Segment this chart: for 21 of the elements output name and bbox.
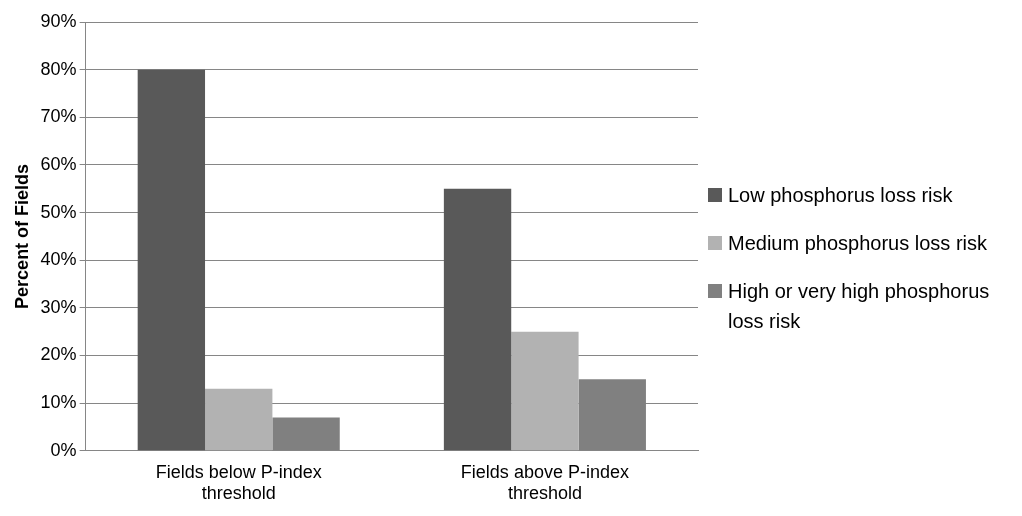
bar [443, 188, 512, 451]
x-tick-label: Fields above P-index threshold [460, 461, 629, 504]
y-tick-label: 20% [40, 344, 77, 365]
y-tick-label: 70% [40, 106, 77, 127]
y-tick-label: 80% [40, 58, 77, 79]
y-tick-label: 90% [40, 10, 77, 31]
legend-label: Low phosphorus loss risk [728, 183, 953, 208]
y-tick-label: 50% [40, 201, 77, 222]
y-tick-label: 60% [40, 153, 77, 174]
bar [205, 388, 273, 451]
y-tick-label: 30% [40, 296, 77, 317]
bar [272, 417, 340, 451]
legend-label: High or very high phosphorus loss risk [728, 279, 991, 334]
y-tick-label: 10% [40, 392, 77, 413]
y-axis-title: Percent of Fields [11, 163, 32, 309]
x-tick-label: Fields below P-index threshold [155, 461, 322, 504]
bar [137, 69, 206, 451]
legend-label: Medium phosphorus loss risk [728, 231, 987, 256]
y-tick-label: 0% [50, 439, 77, 460]
y-tick-label: 40% [40, 249, 77, 270]
bar [511, 331, 579, 451]
